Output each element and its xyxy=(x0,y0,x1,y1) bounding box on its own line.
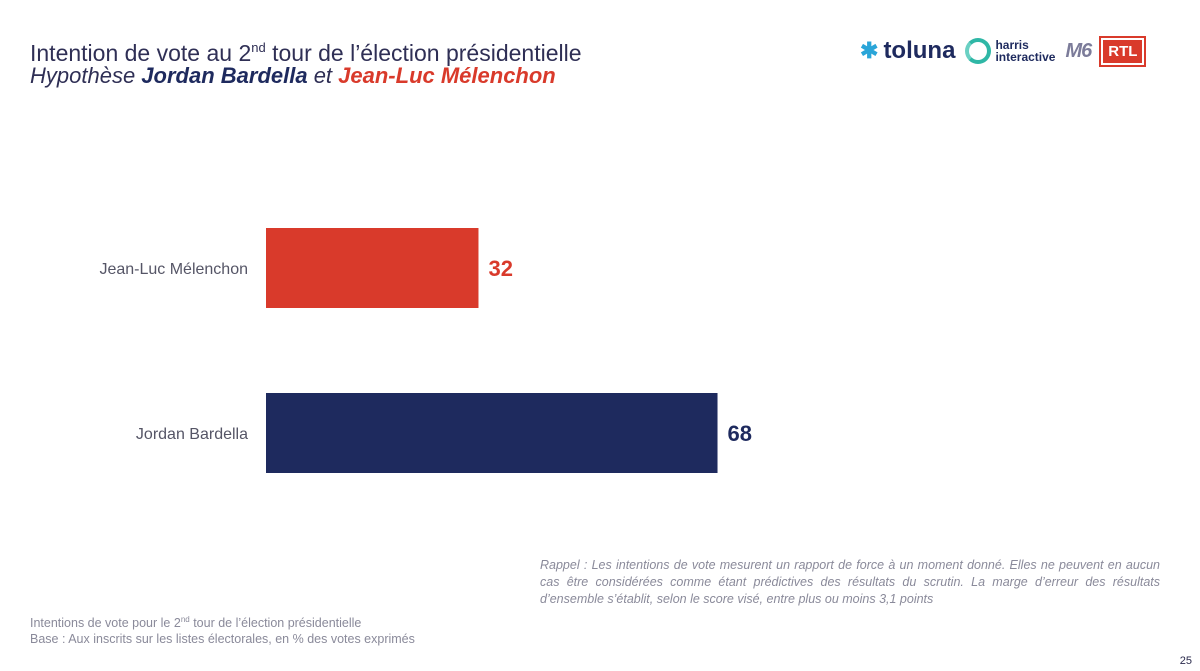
reminder-note: Rappel : Les intentions de vote mesurent… xyxy=(540,558,1160,606)
data-label: 68 xyxy=(728,421,752,446)
bar xyxy=(266,228,479,308)
subtitle-candidate-2: Jean-Luc Mélenchon xyxy=(338,63,556,88)
harris-ring-icon xyxy=(965,38,992,64)
category-label: Jean-Luc Mélenchon xyxy=(99,261,248,278)
harris-interactive-logo: harris interactive xyxy=(965,38,1055,64)
partner-logos: ✱ toluna harris interactive M6 RTL xyxy=(860,34,1180,68)
chart-subtitle: Hypothèse Jordan Bardella et Jean-Luc Mé… xyxy=(30,63,556,88)
chart-footnote: Intentions de vote pour le 2nd tour de l… xyxy=(30,615,415,647)
m6-logo: M6 xyxy=(1065,39,1092,62)
page-number: 25 xyxy=(1179,655,1192,667)
chart-title: Intention de vote au 2nd tour de l’élect… xyxy=(30,40,582,66)
bar-chart: Jean-Luc Mélenchon 32 Jordan Bardella 68 xyxy=(99,228,752,473)
toluna-star-icon: ✱ xyxy=(860,38,879,63)
toluna-logo: ✱ toluna xyxy=(860,37,956,64)
data-label: 32 xyxy=(488,256,512,281)
subtitle-candidate-1: Jordan Bardella xyxy=(141,63,308,88)
rtl-logo: RTL xyxy=(1099,35,1147,67)
bar xyxy=(266,393,718,473)
category-label: Jordan Bardella xyxy=(136,426,248,443)
